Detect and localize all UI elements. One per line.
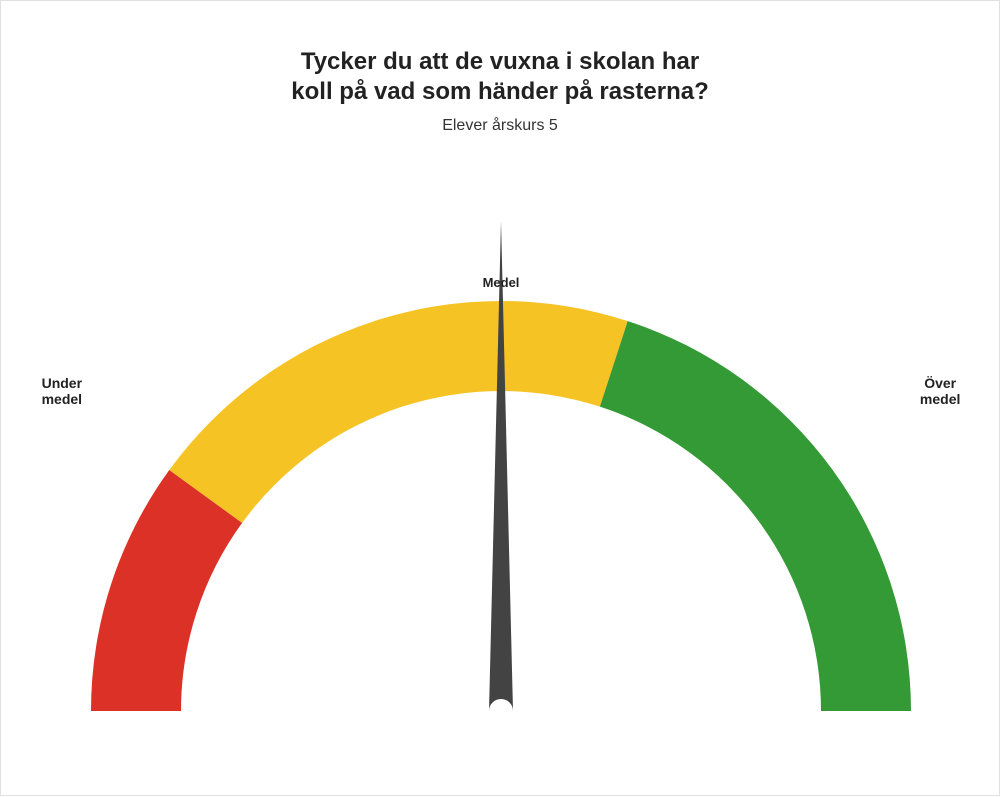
title-line-1: Tycker du att de vuxna i skolan har	[1, 47, 999, 77]
gauge-segment	[169, 301, 627, 523]
title-line-2: koll på vad som händer på rasterna?	[1, 77, 999, 107]
label-medel-text: Medel	[483, 275, 520, 290]
subtitle: Elever årskurs 5	[1, 117, 999, 135]
label-medel: Medel	[461, 275, 541, 291]
title-block: Tycker du att de vuxna i skolan har koll…	[1, 47, 999, 135]
label-under-line2: medel	[42, 391, 82, 407]
label-under-medel: Under medel	[32, 375, 92, 409]
label-under-line1: Under	[42, 375, 82, 391]
label-over-line1: Över	[924, 375, 956, 391]
gauge-needle	[489, 221, 513, 711]
label-over-medel: Över medel	[910, 375, 970, 409]
gauge-segment	[600, 321, 911, 711]
label-over-line2: medel	[920, 391, 960, 407]
chart-frame: Tycker du att de vuxna i skolan har koll…	[0, 0, 1000, 796]
